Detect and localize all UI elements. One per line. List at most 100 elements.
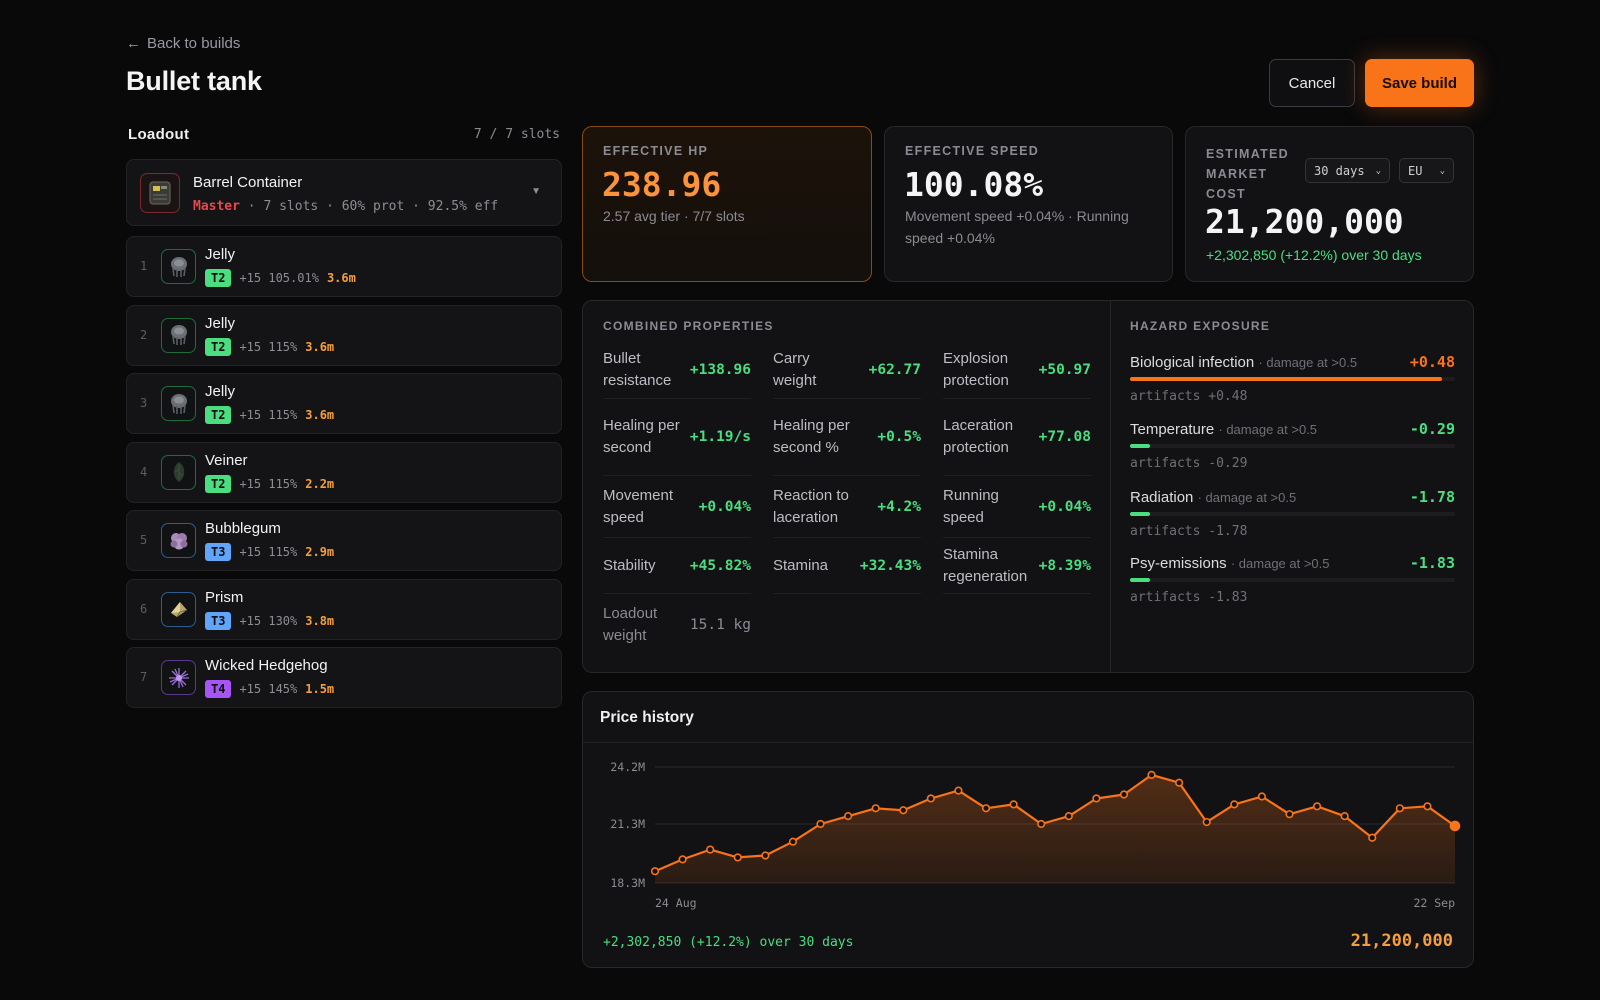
period-value: 30 days [1314, 163, 1365, 178]
slot-number: 7 [140, 670, 148, 684]
property-label: Healing per second [603, 417, 680, 456]
x-tick-label: 24 Aug [655, 896, 697, 910]
slot-number: 5 [140, 533, 148, 547]
property-label: Explosion protection [943, 349, 1009, 389]
price-point [1312, 802, 1322, 811]
price-point [816, 819, 825, 829]
veiner-icon [161, 454, 196, 490]
price-point [1092, 794, 1101, 803]
artifact-price: 2.9m [305, 545, 335, 559]
back-label: Back to builds [147, 35, 241, 52]
price-point [844, 812, 853, 821]
effective-hp-sub: 2.57 avg tier · 7/7 slots [603, 208, 745, 224]
price-point [1064, 812, 1073, 821]
artifact-slot-7[interactable]: 7 Wicked Hedgehog T4 +15 145% 1.5m [126, 647, 562, 708]
x-tick-label: 22 Sep [1413, 896, 1455, 910]
page-title: Bullet tank [126, 66, 262, 96]
price-point [954, 786, 963, 795]
region-value: EU [1408, 163, 1423, 178]
hazard-name: Radiation · damage at >0.5 [1130, 489, 1296, 506]
artifact-slot-3[interactable]: 3 Jelly T2 +15 115% 3.6m [126, 373, 562, 434]
effective-speed-label: EFFECTIVE SPEED [905, 144, 1040, 158]
artifact-slot-5[interactable]: 5 Bubblegum T3 +15 115% 2.9m [126, 510, 562, 571]
artifact-upgrade: +15 115% [239, 339, 298, 354]
price-point [1423, 802, 1432, 811]
tier-badge: T2 [205, 337, 232, 356]
property-bullet-resistance: Bullet resistance +138.96 [603, 341, 751, 399]
y-tick-label: 24.2M [610, 760, 645, 774]
artifact-name: Bubblegum [205, 520, 281, 537]
price-history-change: +2,302,850 (+12.2%) over 30 days [603, 935, 854, 950]
hazard-bar-fill [1130, 512, 1150, 516]
property-value: +1.19/s [689, 429, 751, 445]
artifact-price: 2.2m [305, 476, 335, 491]
price-point [1147, 770, 1156, 779]
artifact-slot-6[interactable]: 6 Prism T3 +15 130% 3.8m [126, 578, 562, 640]
price-point [1449, 820, 1461, 832]
hazard-psy-emissions: Psy-emissions · damage at >0.5 -1.83 artif… [1130, 554, 1455, 605]
effective-hp-card: EFFECTIVE HP 238.96 2.57 avg tier · 7/7 … [582, 126, 872, 282]
artifact-price: 1.5m [305, 682, 335, 696]
hazard-threshold: · damage at >0.5 [1230, 556, 1330, 571]
jelly-icon [161, 386, 196, 421]
hazard-artifacts: artifacts -1.78 [1130, 524, 1248, 539]
hazard-threshold: · damage at >0.5 [1197, 490, 1297, 505]
artifact-price: 3.6m [305, 339, 335, 354]
price-history-chart: 24.2M 21.3M 18.3M 24 Aug 22 Sep [610, 760, 1461, 910]
artifact-slot-4[interactable]: 4 Veiner T2 +15 115% 2.2m [126, 441, 562, 503]
cancel-button[interactable]: Cancel [1269, 59, 1355, 107]
chevron-down-icon: ⌄ [1375, 165, 1381, 176]
chevron-down-icon: ▼ [531, 186, 541, 197]
price-point [1202, 817, 1211, 827]
property-label: Loadout weight [603, 605, 658, 644]
artifact-name: Veiner [205, 451, 248, 469]
property-stamina: Stamina +32.43% [773, 538, 921, 594]
period-select[interactable]: 30 days ⌄ [1305, 158, 1390, 183]
hazard-label: Radiation [1130, 489, 1194, 506]
slot-number: 3 [140, 396, 148, 410]
effective-hp-value: 238.96 [602, 165, 722, 204]
artifact-meta: T3 +15 130% 3.8m [205, 611, 334, 630]
price-point [706, 845, 715, 854]
properties-panel: COMBINED PROPERTIES Bullet resistance +13… [582, 300, 1474, 673]
hazard-biological-infection: Biological infection · damage at >0.5 +0.… [1130, 353, 1455, 404]
price-point [761, 851, 770, 860]
property-loadout-weight: Loadout weight 15.1 kg [603, 594, 751, 656]
artifact-meta: T2 +15 115% 3.6m [205, 337, 335, 356]
tier-badge: T3 [205, 543, 232, 561]
artifact-slot-2[interactable]: 2 Jelly T2 +15 115% 3.6m [126, 304, 562, 366]
tier-badge: T2 [205, 406, 232, 424]
price-history-header: Price history [583, 692, 1473, 743]
effective-speed-sub: Movement speed +0.04% · Running speed +0… [905, 208, 1129, 246]
artifact-slot-1[interactable]: 1 Jelly T2 +15 105.01% 3.6m [126, 236, 562, 297]
property-value: +138.96 [689, 361, 751, 378]
artifact-meta: T2 +15 115% 3.6m [205, 406, 334, 424]
prism-icon [161, 591, 196, 627]
jelly-icon [161, 317, 196, 353]
region-select[interactable]: EU ⌄ [1399, 158, 1454, 183]
price-point [1368, 833, 1377, 842]
container-selector[interactable]: Barrel Container Master · 7 slots · 60% … [126, 159, 562, 226]
slot-number: 4 [140, 464, 148, 479]
market-cost-value: 21,200,000 [1205, 202, 1404, 241]
back-to-builds-link[interactable]: ← Back to builds [126, 35, 240, 52]
property-value: 15.1 kg [689, 617, 751, 633]
slot-number: 1 [140, 259, 148, 273]
property-value: +0.04% [1038, 498, 1091, 515]
loadout-header: Loadout 7 / 7 slots [128, 126, 560, 143]
hazard-bar-fill [1130, 377, 1442, 381]
property-reaction-to-laceration: Reaction to laceration +4.2% [773, 476, 921, 538]
hazard-name: Temperature · damage at >0.5 [1130, 421, 1317, 438]
property-value: +4.2% [877, 498, 921, 515]
property-label: Stamina regeneration [943, 545, 1028, 585]
save-build-button[interactable]: Save build [1365, 59, 1474, 107]
artifact-upgrade: +15 115% [239, 545, 298, 559]
price-point [733, 853, 742, 862]
hazard-artifacts: artifacts +0.48 [1130, 389, 1248, 404]
price-point [899, 806, 908, 815]
property-label: Movement speed [603, 486, 674, 526]
property-value: +32.43% [859, 557, 921, 574]
hazard-name: Biological infection · damage at >0.5 [1130, 354, 1357, 371]
property-label: Running speed [943, 486, 999, 526]
property-stability: Stability +45.82% [603, 538, 751, 594]
